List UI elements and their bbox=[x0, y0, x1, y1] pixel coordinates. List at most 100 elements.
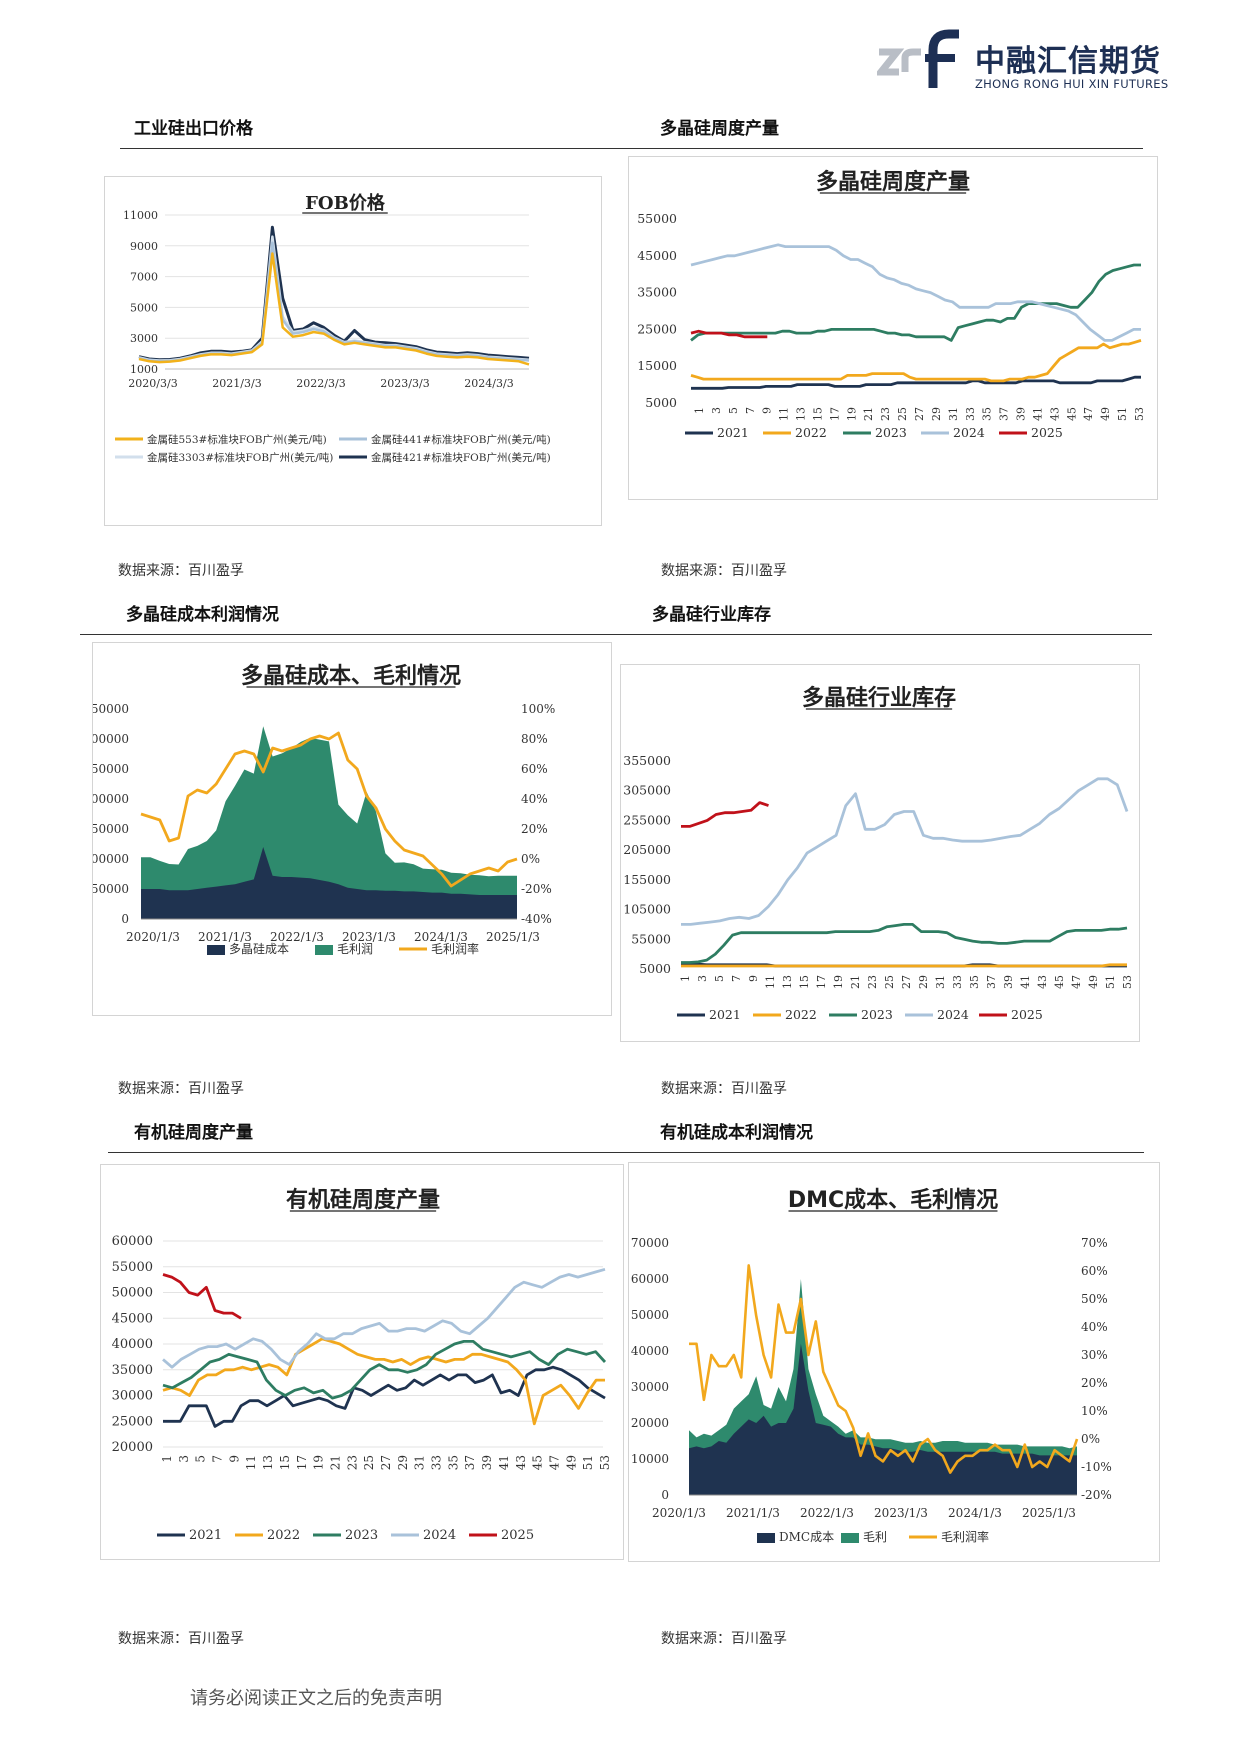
x-tick-label: 2025/1/3 bbox=[486, 930, 540, 944]
x-tick-label: 21 bbox=[862, 407, 875, 421]
series-line bbox=[162, 1267, 606, 1369]
legend-label: 2021 bbox=[709, 1007, 741, 1022]
series-line bbox=[681, 777, 1129, 926]
x-tick-label: 11 bbox=[778, 407, 791, 421]
y-tick-label: 50000 bbox=[631, 1308, 669, 1322]
logo-en-text: ZHONG RONG HUI XIN FUTURES bbox=[975, 77, 1169, 91]
x-tick-label: 1 bbox=[160, 1455, 174, 1463]
legend-label: 金属硅3303#标准块FOB广州(美元/吨) bbox=[147, 451, 333, 464]
y-tick-label: 35000 bbox=[112, 1363, 153, 1378]
series-line bbox=[162, 1340, 607, 1400]
x-tick-label: 47 bbox=[547, 1455, 561, 1470]
x-tick-label: 41 bbox=[1019, 975, 1032, 989]
y-tick-label: 45000 bbox=[637, 248, 677, 263]
y-tick-label: 50000 bbox=[112, 1286, 153, 1301]
x-tick-label: 31 bbox=[413, 1455, 427, 1470]
x-tick-label: 23 bbox=[866, 975, 879, 989]
x-tick-label: 51 bbox=[581, 1455, 595, 1470]
chart-title: DMC成本、毛利情况 bbox=[788, 1187, 998, 1213]
x-tick-label: 7 bbox=[211, 1455, 225, 1463]
margin-rate-line bbox=[689, 1264, 1079, 1474]
x-tick-label: 9 bbox=[747, 975, 760, 982]
x-tick-label: 15 bbox=[798, 975, 811, 989]
section-title-industrial-silicon-export: 工业硅出口价格 bbox=[134, 119, 253, 139]
y-tick-label: -40% bbox=[521, 912, 552, 926]
series-line bbox=[690, 243, 1141, 342]
y-tick-label: 20000 bbox=[112, 1440, 153, 1455]
data-source: 数据来源：百川盈孚 bbox=[661, 1081, 787, 1097]
legend-label: 2021 bbox=[717, 425, 749, 440]
chart-silicone-weekly-output: 有机硅周度产量 60000 55000 50000 45000 40000 35000 300… bbox=[100, 1164, 624, 1560]
legend-label: 2024 bbox=[423, 1528, 456, 1543]
series-line bbox=[690, 329, 768, 339]
chart-polysilicon-cost-profit: 多晶硅成本、毛利情况 350000 300000 250000 200000 150000… bbox=[92, 642, 612, 1016]
x-tick-label: 2025/1/3 bbox=[1022, 1506, 1076, 1520]
y-tick-label: 20000 bbox=[631, 1416, 669, 1430]
chart-polysilicon-inventory: 多晶硅行业库存 355000 305000 255000 205000 155000 105… bbox=[620, 664, 1140, 1042]
y-tick-label: 350000 bbox=[93, 702, 129, 716]
legend-label: 2023 bbox=[345, 1528, 378, 1543]
legend-label: 2022 bbox=[795, 425, 827, 440]
logo-cn-text: 中融汇信期货 bbox=[975, 44, 1161, 79]
x-tick-label: 2020/1/3 bbox=[126, 930, 180, 944]
y-tick-label: 0 bbox=[121, 912, 129, 926]
y-tick-label: 0% bbox=[1081, 1432, 1100, 1446]
y-tick-label: 20% bbox=[521, 822, 548, 836]
x-tick-label: 35 bbox=[981, 407, 994, 421]
x-tick-label: 17 bbox=[295, 1455, 309, 1470]
y-tick-label: 70% bbox=[1081, 1236, 1108, 1250]
legend-label: 2021 bbox=[189, 1528, 222, 1543]
x-tick-label: 2022/3/3 bbox=[296, 377, 345, 390]
x-tick-label: 2023/1/3 bbox=[874, 1506, 928, 1520]
y-tick-label: 15000 bbox=[637, 358, 677, 373]
x-tick-label: 43 bbox=[1048, 407, 1061, 421]
legend-label: 2025 bbox=[1011, 1007, 1043, 1022]
x-tick-label: 27 bbox=[379, 1455, 393, 1470]
series-line bbox=[138, 252, 530, 366]
x-tick-label: 37 bbox=[463, 1455, 477, 1470]
x-tick-label: 3 bbox=[177, 1455, 191, 1463]
x-tick-label: 21 bbox=[849, 975, 862, 989]
x-tick-label: 13 bbox=[795, 407, 808, 421]
y-tick-label: 105000 bbox=[623, 902, 671, 917]
profit-area bbox=[141, 726, 517, 919]
chart-dmc-cost-profit: DMC成本、毛利情况 70000 60000 50000 40000 30000 20000… bbox=[628, 1162, 1160, 1562]
section-title-silicone-weekly-output: 有机硅周度产量 bbox=[134, 1123, 253, 1143]
legend-label: 2025 bbox=[501, 1528, 534, 1543]
y-tick-label: 5000 bbox=[130, 301, 158, 314]
chart-title: FOB价格 bbox=[305, 192, 386, 214]
legend-label: 2025 bbox=[1031, 425, 1063, 440]
data-source: 数据来源：百川盈孚 bbox=[118, 563, 244, 579]
y-tick-label: -20% bbox=[521, 882, 552, 896]
legend-label: 毛利润率 bbox=[431, 941, 479, 956]
x-tick-label: 27 bbox=[900, 975, 913, 989]
cost-area bbox=[689, 1343, 1077, 1495]
x-tick-label: 7 bbox=[730, 975, 743, 982]
series-line bbox=[691, 375, 1141, 390]
x-tick-label: 37 bbox=[998, 407, 1011, 421]
legend-label: 2024 bbox=[953, 425, 985, 440]
section-title-polysilicon-cost-profit: 多晶硅成本利润情况 bbox=[126, 605, 279, 625]
legend-label: 2022 bbox=[267, 1528, 300, 1543]
x-tick-label: 7 bbox=[744, 407, 757, 414]
data-source: 数据来源：百川盈孚 bbox=[118, 1081, 244, 1097]
x-tick-label: 41 bbox=[1031, 407, 1044, 421]
legend-label: 金属硅421#标准块FOB广州(美元/吨) bbox=[371, 451, 551, 464]
x-tick-label: 19 bbox=[845, 407, 858, 421]
series-line bbox=[163, 1365, 606, 1428]
x-tick-label: 2022/1/3 bbox=[270, 930, 324, 944]
y-tick-label: 30% bbox=[1081, 1348, 1108, 1362]
legend-label: 金属硅553#标准块FOB广州(美元/吨) bbox=[147, 433, 327, 446]
x-tick-label: 43 bbox=[514, 1455, 528, 1470]
x-tick-label: 15 bbox=[811, 407, 824, 421]
series-line bbox=[138, 241, 530, 363]
y-tick-label: 3000 bbox=[130, 332, 158, 345]
y-tick-label: 55000 bbox=[112, 1260, 153, 1275]
x-tick-label: 19 bbox=[832, 975, 845, 989]
x-tick-label: 45 bbox=[1053, 975, 1066, 989]
x-tick-label: 2021/3/3 bbox=[212, 377, 261, 390]
series-line bbox=[681, 963, 1127, 968]
y-tick-label: 305000 bbox=[623, 783, 671, 798]
x-tick-label: 2020/3/3 bbox=[128, 377, 177, 390]
